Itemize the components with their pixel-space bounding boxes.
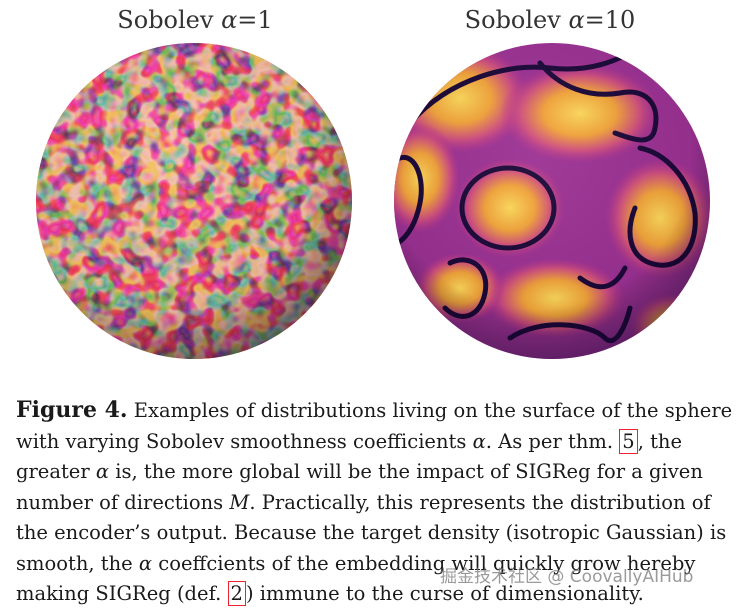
panel-title-alpha-10: Sobolev α=10 — [464, 6, 636, 34]
sphere-alpha-10 — [394, 43, 710, 359]
sphere-alpha-10-surface — [394, 43, 710, 359]
caption-line-2: with varying Sobolev smoothness coeffici… — [16, 428, 683, 454]
panel-title-alpha-1: Sobolev α=1 — [117, 6, 273, 34]
watermark: 掘金技术社区 @ CoovallyAIHub — [440, 567, 694, 587]
caption-line-7: making SIGReg (def. 2) immune to the cur… — [16, 581, 644, 606]
caption-line-5: the encoder’s output. Because the target… — [16, 521, 727, 544]
caption-line-4: number of directions M. Practically, thi… — [16, 490, 711, 514]
sphere-alpha-1-surface — [36, 43, 352, 359]
caption-line-6: smooth, the α coeffcients of the embeddi… — [16, 551, 696, 575]
theorem-ref-link[interactable]: 5 — [619, 428, 638, 454]
figure-caption: Figure 4. Examples of distributions livi… — [16, 395, 732, 610]
caption-line-3: greater α is, the more global will be th… — [16, 460, 703, 483]
figure-label: Figure 4. — [16, 397, 128, 423]
definition-ref-link[interactable]: 2 — [227, 581, 246, 606]
sphere-alpha-1 — [36, 43, 352, 359]
caption-line-1: Figure 4. Examples of distributions livi… — [16, 397, 733, 423]
